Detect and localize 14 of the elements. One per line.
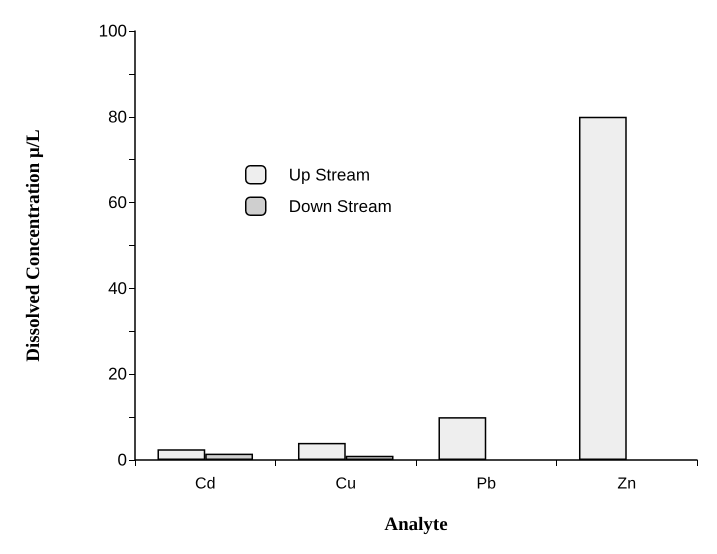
x-tick-label: Pb	[476, 476, 496, 492]
y-tick-label: 60	[108, 193, 127, 212]
y-tick-label: 40	[108, 278, 127, 298]
y-tick-label: 0	[118, 450, 127, 470]
y-tick-label: 20	[108, 364, 127, 384]
x-axis-title: Analyte	[384, 514, 448, 535]
x-tick-label: Zn	[617, 476, 636, 492]
y-tick-label: 100	[98, 22, 127, 40]
legend-label: Up Stream	[288, 165, 370, 184]
y-tick-label: 80	[108, 107, 127, 126]
y-axis-title: Dissolved Concentration μ/L	[23, 129, 44, 362]
x-tick-label: Cd	[195, 476, 216, 492]
legend-label: Down Stream	[288, 196, 392, 216]
x-tick-label: Cu	[336, 476, 356, 492]
